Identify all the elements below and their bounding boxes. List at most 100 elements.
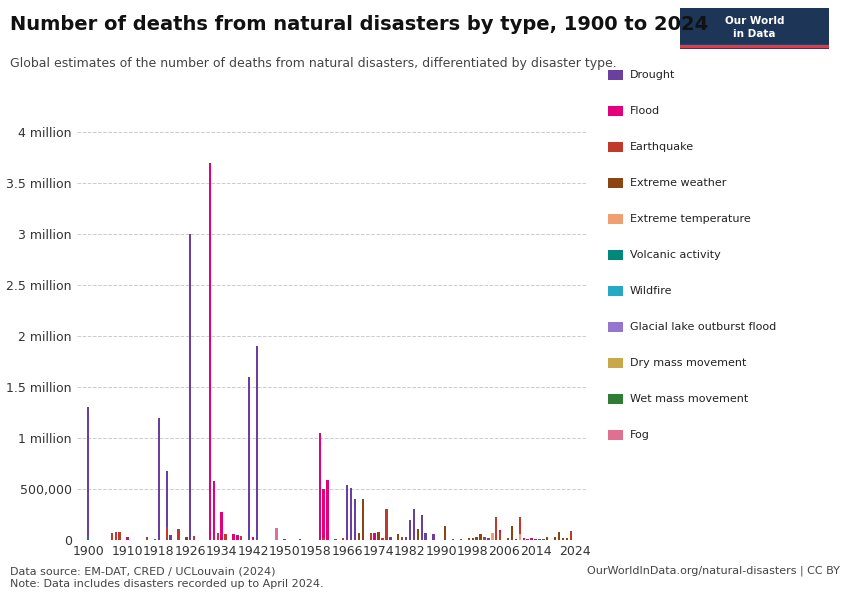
Bar [526, 539, 529, 540]
Bar [354, 499, 356, 540]
Bar [491, 533, 494, 540]
Bar [158, 418, 160, 540]
Text: Note: Data includes disasters recorded up to April 2024.: Note: Data includes disasters recorded u… [10, 579, 324, 589]
Bar [511, 526, 513, 540]
Bar [546, 537, 548, 540]
Text: Volcanic activity: Volcanic activity [630, 250, 721, 260]
Bar [87, 538, 89, 540]
Bar [530, 539, 533, 540]
Bar [232, 534, 235, 540]
Bar [373, 533, 376, 540]
Bar [511, 531, 513, 540]
Bar [87, 537, 89, 540]
Bar [518, 517, 521, 540]
Bar [217, 533, 219, 540]
Bar [127, 537, 128, 540]
Bar [479, 535, 482, 540]
Bar [370, 533, 372, 540]
Text: Number of deaths from natural disasters by type, 1900 to 2024: Number of deaths from natural disasters … [10, 15, 708, 34]
Bar [409, 520, 411, 540]
Bar [515, 539, 517, 540]
Bar [523, 538, 525, 540]
Bar [326, 490, 329, 540]
Bar [452, 539, 454, 540]
Text: Dry mass movement: Dry mass movement [630, 358, 746, 368]
Bar [110, 533, 113, 540]
Bar [405, 537, 407, 540]
Text: in Data: in Data [733, 29, 775, 38]
Bar [189, 234, 191, 540]
Text: Drought: Drought [630, 70, 675, 80]
Text: Wildfire: Wildfire [630, 286, 672, 296]
Bar [377, 533, 380, 540]
Bar [299, 539, 301, 540]
Bar [495, 517, 497, 540]
Bar [475, 538, 478, 540]
Bar [397, 534, 400, 540]
Bar [252, 537, 254, 540]
Bar [507, 538, 509, 540]
Bar [224, 534, 227, 540]
Bar [538, 539, 541, 540]
Bar [185, 538, 188, 540]
Bar [322, 538, 325, 540]
Bar [499, 532, 502, 540]
Text: Global estimates of the number of deaths from natural disasters, differentiated : Global estimates of the number of deaths… [10, 57, 617, 70]
Bar [499, 530, 502, 540]
Bar [468, 538, 470, 540]
Bar [382, 538, 383, 540]
Text: Earthquake: Earthquake [630, 142, 694, 152]
Bar [169, 535, 172, 540]
Bar [275, 528, 278, 540]
Bar [342, 538, 344, 540]
Bar [362, 499, 364, 540]
Bar [256, 346, 258, 540]
Bar [401, 539, 403, 540]
Bar [530, 538, 533, 540]
Bar [87, 407, 89, 540]
Bar [433, 534, 434, 540]
Bar [166, 527, 168, 540]
Bar [424, 533, 427, 540]
Bar [377, 532, 380, 540]
Bar [523, 538, 525, 540]
Bar [484, 538, 485, 540]
Bar [475, 537, 478, 540]
Bar [346, 485, 348, 540]
Bar [115, 532, 117, 540]
Bar [472, 538, 474, 540]
Bar [389, 537, 392, 540]
Bar [209, 163, 211, 540]
Bar [362, 534, 364, 540]
Bar [472, 539, 474, 540]
Bar [118, 532, 121, 540]
Bar [421, 514, 423, 540]
Bar [460, 539, 462, 540]
Bar [401, 537, 403, 540]
Bar [334, 539, 337, 540]
Bar [566, 539, 568, 540]
Text: Glacial lake outburst flood: Glacial lake outburst flood [630, 322, 776, 332]
Bar [416, 529, 419, 540]
Bar [350, 488, 352, 540]
Bar [413, 509, 415, 540]
Text: Fog: Fog [630, 430, 649, 440]
Bar [570, 531, 572, 540]
Bar [433, 538, 434, 540]
Bar [562, 538, 564, 540]
Bar [558, 532, 560, 540]
Bar [178, 529, 179, 540]
Bar [535, 539, 536, 540]
Bar [166, 470, 168, 540]
Bar [444, 526, 446, 540]
Text: Extreme temperature: Extreme temperature [630, 214, 751, 224]
Bar [322, 489, 325, 540]
Bar [358, 533, 360, 540]
Bar [518, 534, 521, 540]
Bar [240, 536, 242, 540]
Bar [554, 537, 556, 540]
Text: Our World: Our World [724, 16, 784, 26]
Text: OurWorldInData.org/natural-disasters | CC BY: OurWorldInData.org/natural-disasters | C… [586, 565, 840, 576]
Bar [236, 535, 239, 540]
Text: Extreme weather: Extreme weather [630, 178, 726, 188]
